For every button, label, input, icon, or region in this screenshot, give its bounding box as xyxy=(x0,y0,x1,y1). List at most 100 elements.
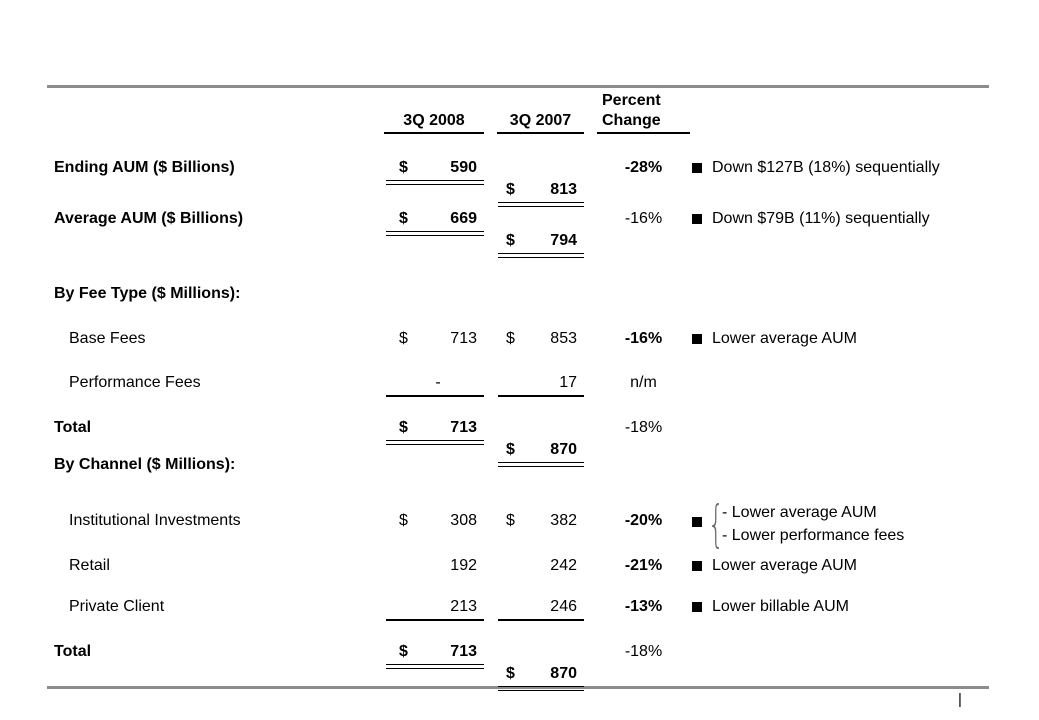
value-3q2007: $ 870 xyxy=(498,441,584,467)
row-section-by-fee-type: By Fee Type ($ Millions): xyxy=(0,285,1039,307)
value-3q2008: - xyxy=(386,374,484,397)
currency-symbol: $ xyxy=(399,419,408,436)
value-3q2008: $ 590 xyxy=(386,159,484,185)
value-3q2007: 246 xyxy=(498,598,584,621)
percent-change: -16% xyxy=(624,210,663,227)
section-header: By Channel ($ Millions): xyxy=(54,456,236,473)
percent-change: -13% xyxy=(624,598,663,615)
value-3q2007: $ 382 xyxy=(498,512,584,533)
value-number: 870 xyxy=(550,441,577,458)
row-label: Ending AUM ($ Billions) xyxy=(54,159,235,176)
bullet-square-icon xyxy=(692,163,702,173)
note: Lower average AUM xyxy=(692,330,857,348)
value-3q2008: $ 713 xyxy=(386,643,484,669)
column-header-3q2007: 3Q 2007 xyxy=(497,112,584,134)
row-label: Institutional Investments xyxy=(69,512,241,529)
value-3q2007: $ 853 xyxy=(498,330,584,351)
row-total-fees: Total $ 713 $ 870 -18% xyxy=(0,419,1039,467)
row-performance-fees: Performance Fees - 17 n/m xyxy=(0,374,1039,397)
bullet-square-icon xyxy=(692,334,702,344)
currency-symbol: $ xyxy=(399,512,408,529)
row-institutional-investments: Institutional Investments $ 308 $ 382 -2… xyxy=(0,499,1039,549)
note: Down $79B (11%) sequentially xyxy=(692,210,930,228)
percent-change: n/m xyxy=(630,374,657,391)
value-3q2007: 17 xyxy=(498,374,584,397)
note-text: Lower billable AUM xyxy=(712,598,849,615)
value-number: 713 xyxy=(450,643,477,660)
value-number: 669 xyxy=(450,210,477,227)
value-number: 794 xyxy=(550,232,577,249)
value-number: - xyxy=(435,374,441,391)
value-3q2007: $ 813 xyxy=(498,181,584,207)
note-text: - Lower performance fees xyxy=(722,527,905,544)
row-label: Base Fees xyxy=(69,330,146,347)
percent-change: -21% xyxy=(624,557,663,574)
bullet-square-icon xyxy=(692,214,702,224)
note-text: Lower average AUM xyxy=(712,330,857,347)
row-base-fees: Base Fees $ 713 $ 853 -16% Lower average… xyxy=(0,330,1039,352)
value-number: 870 xyxy=(550,665,577,682)
bullet-square-icon xyxy=(692,561,702,571)
value-number: 246 xyxy=(550,598,577,615)
percent-change: -28% xyxy=(624,159,663,176)
value-3q2008: $ 669 xyxy=(386,210,484,236)
percent-change: -18% xyxy=(624,419,663,436)
value-number: 192 xyxy=(450,557,477,574)
row-label: Private Client xyxy=(69,598,165,615)
row-ending-aum: Ending AUM ($ Billions) $ 590 $ 813 -28%… xyxy=(0,159,1039,207)
value-number: 308 xyxy=(450,512,477,529)
value-number: 17 xyxy=(559,374,577,391)
bullet-square-icon xyxy=(692,602,702,612)
row-label: Retail xyxy=(69,557,110,574)
brace-icon: { xyxy=(708,495,724,553)
note-text: Lower average AUM xyxy=(712,557,857,574)
row-label: Total xyxy=(54,419,92,436)
percent-change: -20% xyxy=(624,512,663,529)
footer-page-marker: | xyxy=(958,691,962,708)
currency-symbol: $ xyxy=(506,181,515,198)
section-header: By Fee Type ($ Millions): xyxy=(54,285,241,302)
row-total-channel: Total $ 713 $ 870 -18% xyxy=(0,643,1039,691)
currency-symbol: $ xyxy=(506,232,515,249)
value-3q2007: $ 794 xyxy=(498,232,584,258)
currency-symbol: $ xyxy=(506,512,515,529)
row-private-client: Private Client 213 246 -13% Lower billab… xyxy=(0,598,1039,621)
value-number: 713 xyxy=(450,330,477,347)
percent-header-line1: Percent xyxy=(602,92,661,109)
note: Lower average AUM xyxy=(692,557,857,575)
value-3q2007: $ 870 xyxy=(498,665,584,691)
currency-symbol: $ xyxy=(399,330,408,347)
value-number: 590 xyxy=(450,159,477,176)
note: Lower billable AUM xyxy=(692,598,849,616)
value-number: 713 xyxy=(450,419,477,436)
currency-symbol: $ xyxy=(399,643,408,660)
note-text: Down $127B (18%) sequentially xyxy=(712,159,940,176)
value-3q2008: 213 xyxy=(386,598,484,621)
row-label: Average AUM ($ Billions) xyxy=(54,210,244,227)
note-lines: - Lower average AUM - Lower performance … xyxy=(722,501,904,547)
percent-change: -18% xyxy=(624,643,663,660)
row-section-by-channel: By Channel ($ Millions): xyxy=(0,456,1039,478)
note-text: Down $79B (11%) sequentially xyxy=(712,210,930,227)
currency-symbol: $ xyxy=(399,159,408,176)
currency-symbol: $ xyxy=(506,441,515,458)
row-average-aum: Average AUM ($ Billions) $ 669 $ 794 -16… xyxy=(0,210,1039,258)
note: { - Lower average AUM - Lower performanc… xyxy=(692,495,904,553)
row-label: Performance Fees xyxy=(69,374,201,391)
row-label: Total xyxy=(54,643,92,660)
currency-symbol: $ xyxy=(506,665,515,682)
currency-symbol: $ xyxy=(399,210,408,227)
value-number: 242 xyxy=(550,557,577,574)
bottom-rule xyxy=(47,686,989,689)
percent-header-line2: Change xyxy=(597,112,690,134)
value-3q2008: $ 713 xyxy=(386,419,484,445)
top-rule xyxy=(47,85,989,88)
note: Down $127B (18%) sequentially xyxy=(692,159,940,177)
value-number: 813 xyxy=(550,181,577,198)
value-3q2008: $ 713 xyxy=(386,330,484,351)
percent-change: -16% xyxy=(624,330,663,347)
value-3q2008: $ 308 xyxy=(386,512,484,533)
column-header-3q2008: 3Q 2008 xyxy=(384,112,484,134)
note-text: - Lower average AUM xyxy=(722,504,877,521)
